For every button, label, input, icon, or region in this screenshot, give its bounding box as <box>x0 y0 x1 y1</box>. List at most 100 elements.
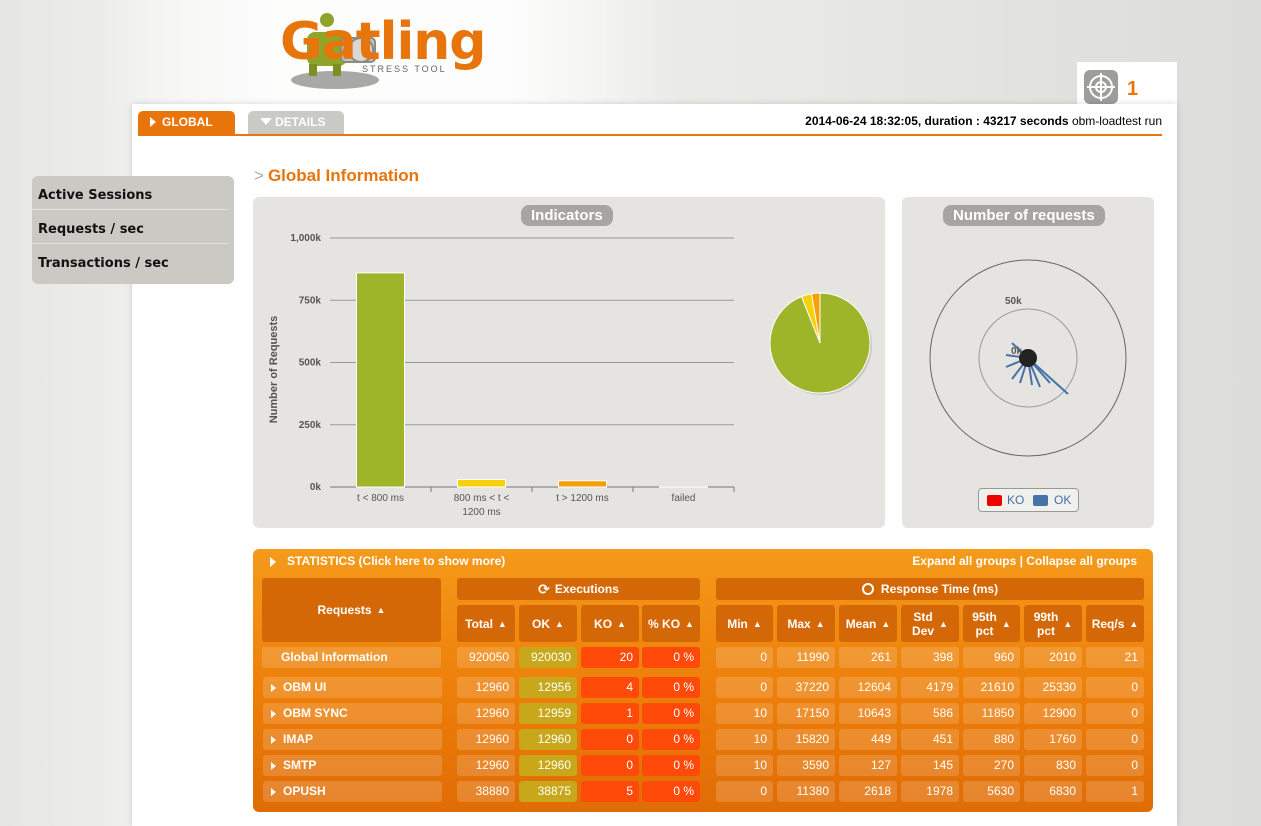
group-row-obm-sync[interactable]: OBM SYNC <box>263 703 442 724</box>
y-tick-label: 1,000k <box>290 233 321 244</box>
bar <box>457 479 506 488</box>
cell-total: 920050 <box>457 647 515 668</box>
sidebar-item-requests-sec[interactable]: Requests / sec <box>32 210 228 244</box>
cell-p99: 6830 <box>1024 781 1082 802</box>
column-header-reqs[interactable]: Req/s ▲︎ <box>1086 605 1144 642</box>
cell-total: 12960 <box>457 729 515 750</box>
polar-label-50k: 50k <box>1005 296 1022 307</box>
column-header-mean[interactable]: Mean ▲︎ <box>839 605 897 642</box>
column-header-max[interactable]: Max ▲︎ <box>777 605 835 642</box>
column-header-total[interactable]: Total ▲︎ <box>457 605 515 642</box>
clock-icon <box>861 583 874 595</box>
sort-up-icon: ▲ <box>376 605 386 615</box>
column-header-p95[interactable]: 95th pct ▲ <box>963 605 1020 642</box>
legend-ok-swatch[interactable] <box>1033 495 1048 506</box>
cell-ok: 38875 <box>519 781 577 802</box>
column-header-std[interactable]: Std Dev ▲ <box>901 605 959 642</box>
column-header-ok[interactable]: OK ▲︎ <box>519 605 577 642</box>
column-header-pko[interactable]: % KO ▲︎ <box>642 605 700 642</box>
column-header-min[interactable]: Min ▲︎ <box>716 605 773 642</box>
requests-title: Number of requests <box>943 205 1105 226</box>
row-name: OBM UI <box>283 680 327 694</box>
expand-arrow-icon[interactable] <box>271 684 276 692</box>
expand-arrow-icon[interactable] <box>271 710 276 718</box>
tab-details[interactable]: DETAILS <box>248 111 344 135</box>
sort-icon: ▲︎ <box>881 618 891 629</box>
cell-p99: 25330 <box>1024 677 1082 698</box>
row-name: IMAP <box>283 732 313 746</box>
sort-icon: ▲︎ <box>752 618 762 629</box>
group-row-smtp[interactable]: SMTP <box>263 755 442 776</box>
cell-p95: 960 <box>963 647 1020 668</box>
expand-arrow-icon[interactable] <box>271 788 276 796</box>
sidebar-item-active-sessions[interactable]: Active Sessions <box>32 176 228 210</box>
cell-ko: 1 <box>581 703 639 724</box>
run-info: 2014-06-24 18:32:05, duration : 43217 se… <box>805 114 1162 128</box>
legend-ok-label[interactable]: OK <box>1054 493 1072 507</box>
cell-p99: 1760 <box>1024 729 1082 750</box>
cell-std: 451 <box>901 729 959 750</box>
cell-ko: 4 <box>581 677 639 698</box>
statistics-toggle[interactable]: STATISTICS (Click here to show more) <box>287 554 506 568</box>
cell-reqs: 0 <box>1086 677 1144 698</box>
cell-p95: 11850 <box>963 703 1020 724</box>
chevron-right-icon[interactable] <box>270 557 276 567</box>
logo-subtitle: STRESS TOOL <box>362 64 447 74</box>
simulation-badge[interactable]: 1 <box>1077 62 1177 110</box>
y-tick-label: 500k <box>299 358 322 369</box>
column-header-p99[interactable]: 99th pct ▲ <box>1024 605 1082 642</box>
cell-max: 3590 <box>777 755 835 776</box>
sort-icon: ▲ <box>939 618 948 629</box>
group-row-opush[interactable]: OPUSH <box>263 781 442 802</box>
inner-ring <box>978 308 1078 408</box>
indicators-panel: Indicators 0k 250k 500k 750k 1,000k Number of… <box>253 197 885 528</box>
cell-mean: 127 <box>839 755 897 776</box>
sort-icon: ▲︎ <box>617 618 626 629</box>
tab-global[interactable]: GLOBAL <box>138 111 235 135</box>
group-row-imap[interactable]: IMAP <box>263 729 442 750</box>
cell-total: 12960 <box>457 677 515 698</box>
statistics-panel: STATISTICS (Click here to show more) Exp… <box>253 549 1153 812</box>
legend-ko-swatch[interactable] <box>987 495 1002 506</box>
x-tick-label: t < 800 ms <box>357 493 404 504</box>
header-requests[interactable]: Requests ▲ <box>262 578 441 642</box>
target-icon <box>1084 70 1118 104</box>
cell-p99: 2010 <box>1024 647 1082 668</box>
legend-ko-label[interactable]: KO <box>1007 493 1025 507</box>
requests-polar-chart <box>929 259 1127 457</box>
cell-min: 0 <box>716 677 773 698</box>
cell-ko: 0 <box>581 755 639 776</box>
expand-arrow-icon[interactable] <box>271 762 276 770</box>
sort-icon: ▲ <box>1001 618 1011 629</box>
row-name: OBM SYNC <box>283 706 348 720</box>
cell-ok: 12956 <box>519 677 577 698</box>
bar <box>558 480 607 488</box>
tab-global-label: GLOBAL <box>162 115 213 129</box>
tab-details-label: DETAILS <box>275 115 326 129</box>
bar <box>356 272 405 488</box>
header-response-time: Response Time (ms) <box>716 578 1144 600</box>
cell-std: 586 <box>901 703 959 724</box>
global-information-row[interactable]: Global Information <box>262 647 441 668</box>
expand-collapse-links[interactable]: Expand all groups | Collapse all groups <box>912 554 1137 568</box>
header-band <box>100 0 680 104</box>
cell-pko: 0 % <box>642 729 700 750</box>
cell-pko: 0 % <box>642 781 700 802</box>
cell-reqs: 0 <box>1086 755 1144 776</box>
polar-center <box>1019 349 1037 367</box>
group-row-obm-ui[interactable]: OBM UI <box>263 677 442 698</box>
column-header-ko[interactable]: KO ▲︎ <box>581 605 639 642</box>
y-tick-label: 0k <box>310 482 322 493</box>
sidebar-item-transactions-sec[interactable]: Transactions / sec <box>38 256 169 271</box>
expand-arrow-icon[interactable] <box>271 736 276 744</box>
cell-p95: 21610 <box>963 677 1020 698</box>
chevron-down-icon <box>260 117 272 125</box>
cell-max: 17150 <box>777 703 835 724</box>
polar-label-0k: 0k <box>1011 346 1023 357</box>
cell-reqs: 0 <box>1086 729 1144 750</box>
cell-max: 11990 <box>777 647 835 668</box>
cell-mean: 449 <box>839 729 897 750</box>
cell-min: 10 <box>716 729 773 750</box>
cell-max: 11380 <box>777 781 835 802</box>
outer-ring <box>929 259 1127 457</box>
